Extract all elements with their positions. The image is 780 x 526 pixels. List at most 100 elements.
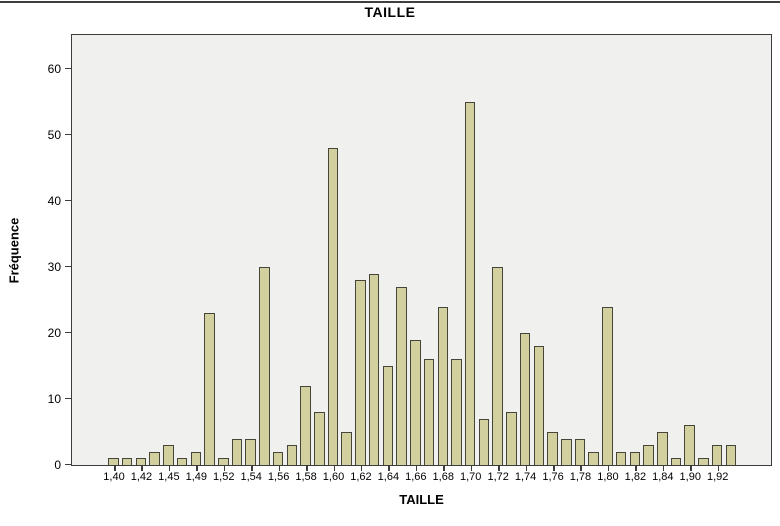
x-tick-label: 1,40 bbox=[103, 471, 125, 483]
y-tick bbox=[65, 331, 71, 333]
bar bbox=[574, 438, 586, 465]
bar bbox=[355, 280, 366, 465]
bar bbox=[176, 458, 188, 465]
bar bbox=[135, 458, 147, 465]
y-axis-title: Fréquence bbox=[6, 217, 22, 284]
x-tick bbox=[717, 466, 720, 471]
bar bbox=[602, 306, 613, 465]
bar bbox=[396, 286, 407, 465]
x-tick-label: 1,90 bbox=[679, 471, 701, 483]
x-tick-label: 1,64 bbox=[377, 471, 400, 483]
x-tick-label: 1,49 bbox=[185, 471, 208, 483]
bar bbox=[588, 451, 599, 465]
y-tick bbox=[65, 463, 71, 465]
x-tick-label: 1,60 bbox=[322, 471, 345, 483]
x-tick bbox=[525, 466, 528, 471]
x-tick bbox=[196, 466, 198, 471]
x-tick-label: 1,52 bbox=[213, 471, 235, 483]
bar bbox=[327, 148, 339, 465]
x-tick bbox=[662, 466, 665, 471]
bar bbox=[286, 445, 298, 465]
x-tick bbox=[580, 466, 582, 471]
bar bbox=[643, 445, 654, 465]
bar bbox=[300, 385, 311, 465]
bar bbox=[245, 438, 256, 465]
bar bbox=[341, 432, 352, 465]
bar bbox=[547, 432, 558, 465]
bar bbox=[437, 306, 449, 465]
x-tick-label: 1,82 bbox=[624, 471, 647, 483]
x-tick bbox=[360, 466, 363, 471]
x-tick bbox=[635, 466, 637, 471]
x-tick-label: 1,76 bbox=[542, 471, 564, 483]
plot-area bbox=[71, 34, 772, 466]
x-tick bbox=[690, 466, 692, 471]
bar bbox=[410, 339, 421, 465]
x-tick bbox=[470, 466, 473, 471]
x-tick bbox=[223, 466, 226, 471]
x-tick bbox=[278, 466, 281, 471]
bar bbox=[218, 458, 229, 465]
x-tick-label: 1,56 bbox=[267, 471, 290, 483]
bar bbox=[423, 359, 435, 465]
bar bbox=[149, 451, 160, 465]
x-tick-label: 1,80 bbox=[597, 471, 619, 483]
x-tick-label: 1,84 bbox=[652, 471, 674, 483]
x-tick-label: 1,68 bbox=[432, 471, 454, 483]
x-tick bbox=[553, 466, 555, 471]
y-tick-label: 20 bbox=[47, 325, 61, 340]
bar bbox=[561, 438, 572, 465]
bar bbox=[533, 346, 545, 465]
bar bbox=[684, 425, 695, 465]
y-tick-label: 50 bbox=[47, 127, 61, 142]
figure-top-border bbox=[0, 1, 780, 3]
y-tick-label: 40 bbox=[47, 193, 61, 208]
y-tick-label: 10 bbox=[47, 391, 61, 406]
bar bbox=[314, 412, 325, 465]
bar bbox=[629, 451, 641, 465]
y-tick bbox=[65, 133, 71, 135]
bar bbox=[231, 438, 243, 465]
y-tick-label: 0 bbox=[54, 457, 61, 472]
y-tick bbox=[65, 199, 71, 201]
bar bbox=[108, 458, 119, 465]
bar bbox=[121, 458, 133, 465]
bar bbox=[519, 333, 531, 465]
bar bbox=[657, 432, 668, 465]
x-tick bbox=[168, 466, 171, 471]
bar bbox=[272, 451, 284, 465]
x-tick-label: 1,42 bbox=[130, 471, 153, 483]
x-tick-label: 1,70 bbox=[460, 471, 482, 483]
chart-title: TAILLE bbox=[364, 4, 416, 20]
y-tick bbox=[65, 397, 71, 399]
bar bbox=[492, 267, 503, 465]
x-axis-title: TAILLE bbox=[399, 492, 444, 507]
x-tick bbox=[498, 466, 500, 471]
y-tick-label: 30 bbox=[47, 259, 61, 274]
bar bbox=[698, 458, 709, 465]
bar bbox=[163, 445, 174, 465]
x-tick-label: 1,72 bbox=[487, 471, 509, 483]
bar bbox=[259, 267, 270, 465]
x-tick-label: 1,62 bbox=[350, 471, 372, 483]
y-tick bbox=[65, 265, 71, 267]
x-tick bbox=[306, 466, 308, 471]
x-tick bbox=[443, 466, 445, 471]
x-tick-label: 1,54 bbox=[240, 471, 262, 483]
x-tick-label: 1,74 bbox=[514, 471, 537, 483]
x-tick bbox=[388, 466, 390, 471]
x-tick bbox=[333, 466, 336, 471]
x-tick-label: 1,78 bbox=[569, 471, 592, 483]
bar bbox=[725, 445, 737, 465]
x-tick-label: 1,92 bbox=[706, 471, 729, 483]
y-tick bbox=[65, 67, 71, 69]
bar bbox=[615, 451, 627, 465]
bar bbox=[464, 102, 476, 465]
x-tick bbox=[607, 466, 610, 471]
x-tick-label: 1,45 bbox=[158, 471, 180, 483]
bar bbox=[451, 359, 462, 465]
bar bbox=[190, 451, 202, 465]
x-tick bbox=[415, 466, 418, 471]
y-tick-label: 60 bbox=[47, 61, 61, 76]
